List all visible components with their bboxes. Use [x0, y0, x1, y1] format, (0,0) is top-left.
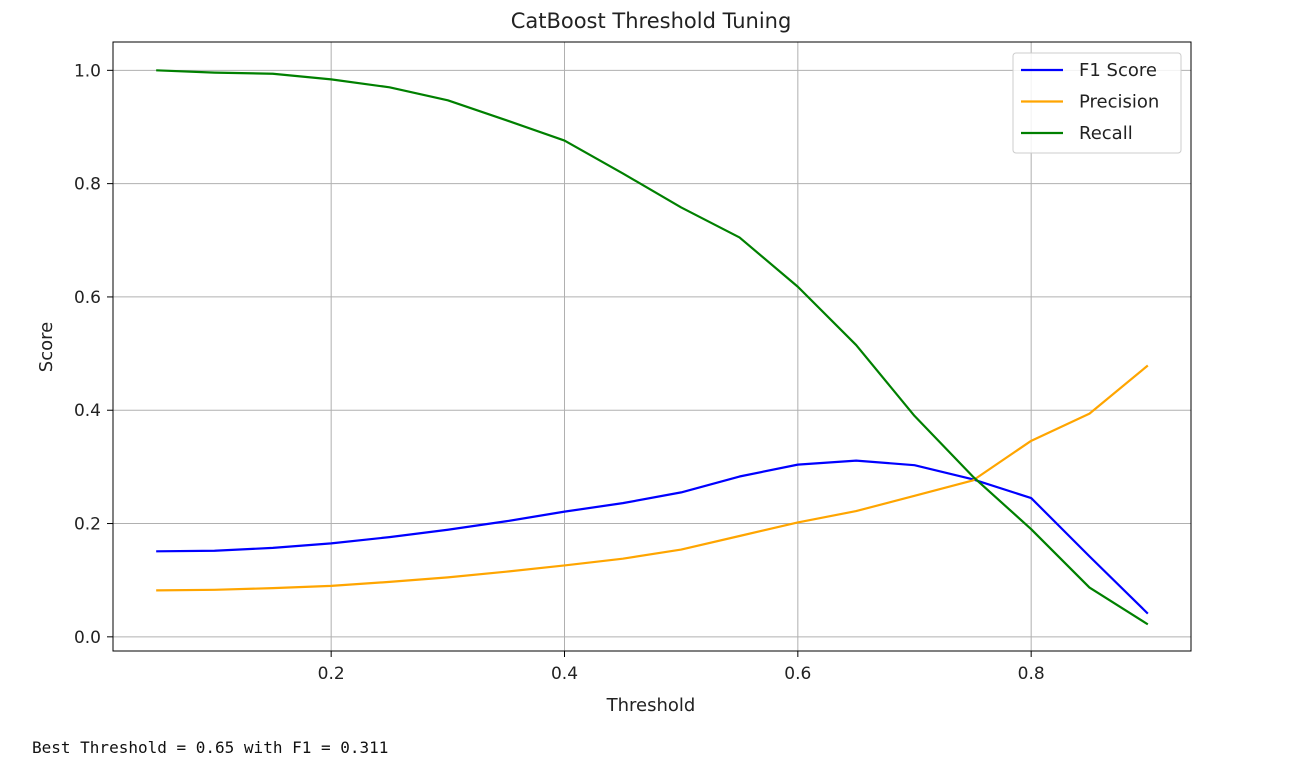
y-axis-label: Score	[36, 322, 57, 372]
x-tick-label: 0.6	[784, 664, 811, 684]
legend-box	[1012, 52, 1182, 154]
y-axis-ticks: 0.0 0.2 0.4 0.6 0.8 1.0	[74, 61, 113, 648]
series-line-f1-score	[156, 459, 1149, 615]
series-line-precision	[156, 364, 1149, 592]
plot-frame	[112, 41, 1192, 652]
legend: F1 Score Precision Recall	[1012, 52, 1182, 154]
grid-lines	[113, 42, 1191, 651]
y-tick-label: 0.0	[74, 628, 101, 648]
best-threshold-output: Best Threshold = 0.65 with F1 = 0.311	[32, 738, 389, 757]
legend-label-precision: Precision	[1079, 92, 1159, 113]
chart-title: CatBoost Threshold Tuning	[511, 9, 792, 33]
x-tick-label: 0.2	[318, 664, 345, 684]
x-tick-label: 0.4	[551, 664, 578, 684]
y-tick-label: 0.2	[74, 515, 101, 535]
legend-label-f1-score: F1 Score	[1079, 60, 1157, 81]
threshold-chart: 0.2 0.4 0.6 0.8 0.0 0.2 0.4 0.6 0.8 1.0 CatBoost…	[36, 9, 1192, 716]
y-tick-label: 0.6	[74, 288, 101, 308]
y-tick-label: 0.4	[74, 401, 101, 421]
y-tick-label: 0.8	[74, 175, 101, 195]
plot-background	[113, 42, 1191, 651]
legend-label-recall: Recall	[1079, 123, 1133, 144]
series-line-recall	[156, 69, 1149, 626]
x-tick-label: 0.8	[1018, 664, 1045, 684]
y-tick-label: 1.0	[74, 61, 101, 81]
series-lines	[156, 69, 1149, 626]
x-axis-ticks: 0.2 0.4 0.6 0.8	[318, 651, 1045, 684]
x-axis-label: Threshold	[606, 695, 696, 716]
